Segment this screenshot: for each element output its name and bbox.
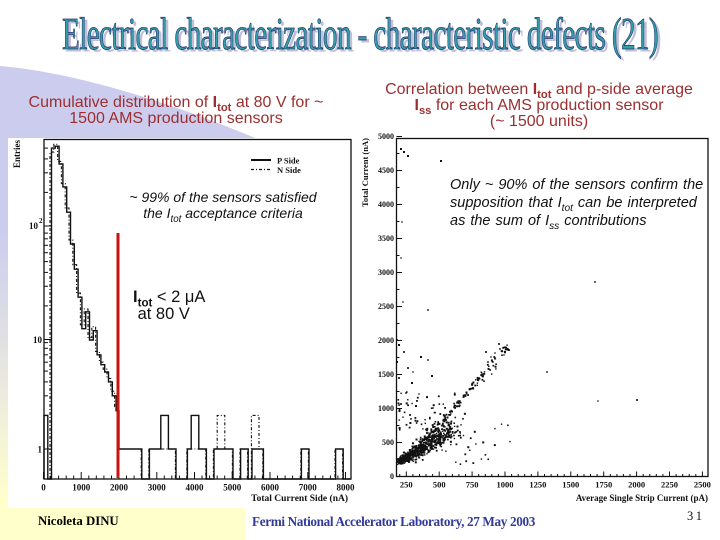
svg-text:1: 1: [38, 445, 43, 455]
svg-text:5000: 5000: [378, 132, 394, 141]
svg-text:3000: 3000: [378, 268, 394, 277]
svg-text:1500: 1500: [562, 480, 579, 490]
svg-text:10: 10: [33, 335, 43, 345]
svg-text:500: 500: [433, 480, 446, 490]
svg-text:2: 2: [39, 217, 43, 225]
svg-text:6000: 6000: [261, 483, 280, 493]
svg-text:0: 0: [390, 472, 394, 481]
svg-text:1750: 1750: [595, 480, 612, 490]
svg-text:2000: 2000: [628, 480, 645, 490]
svg-text:4000: 4000: [378, 200, 394, 209]
svg-text:1250: 1250: [529, 480, 546, 490]
svg-text:2500: 2500: [694, 480, 711, 490]
svg-text:2500: 2500: [378, 302, 394, 311]
svg-text:5000: 5000: [223, 483, 242, 493]
svg-text:1000: 1000: [378, 404, 394, 413]
svg-text:1500: 1500: [378, 370, 394, 379]
svg-text:3000: 3000: [148, 483, 167, 493]
svg-text:10: 10: [29, 221, 39, 231]
svg-text:250: 250: [400, 480, 413, 490]
svg-text:P Side: P Side: [277, 156, 300, 166]
svg-text:750: 750: [466, 480, 479, 490]
svg-text:500: 500: [382, 438, 394, 447]
svg-text:Average Single Strip Current (: Average Single Strip Current (pA): [576, 493, 708, 503]
svg-text:3500: 3500: [378, 234, 394, 243]
svg-text:8000: 8000: [337, 483, 356, 493]
svg-text:Total Current (nA): Total Current (nA): [360, 138, 370, 207]
svg-text:7000: 7000: [299, 483, 318, 493]
svg-text:2250: 2250: [661, 480, 678, 490]
svg-text:4500: 4500: [378, 166, 394, 175]
svg-text:2000: 2000: [110, 483, 129, 493]
svg-text:2000: 2000: [378, 336, 394, 345]
svg-text:1000: 1000: [72, 483, 91, 493]
svg-text:4000: 4000: [186, 483, 205, 493]
svg-text:1000: 1000: [497, 480, 514, 490]
svg-text:N Side: N Side: [277, 165, 301, 175]
svg-text:Entries: Entries: [12, 140, 22, 168]
svg-text:0: 0: [41, 483, 46, 493]
svg-text:Total Current Side (nA): Total Current Side (nA): [251, 493, 348, 504]
